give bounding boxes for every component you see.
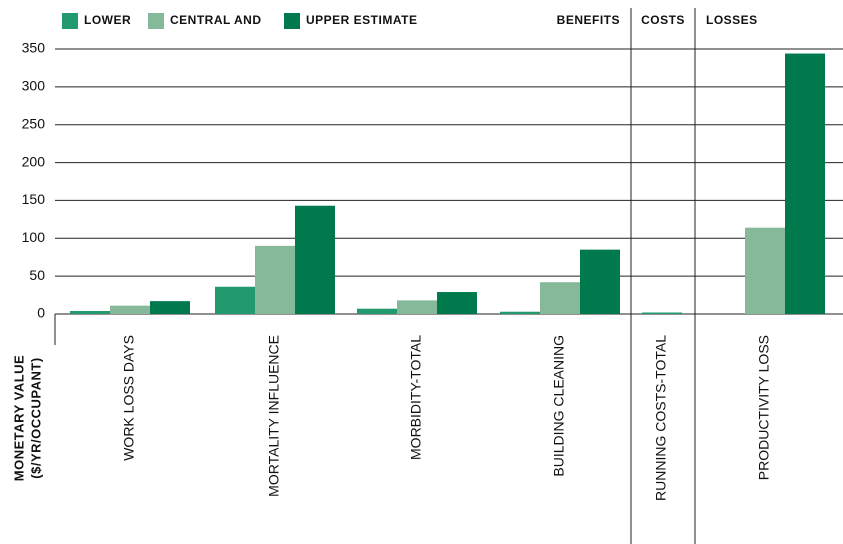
y-tick-label: 50 — [29, 267, 45, 283]
section-label: COSTS — [641, 13, 685, 27]
bar — [785, 53, 825, 315]
section-label: BENEFITS — [557, 13, 620, 27]
bar — [397, 300, 437, 314]
legend-swatch — [62, 13, 78, 29]
bar — [642, 312, 682, 314]
y-axis-title: ($/YR/OCCUPANT) — [28, 357, 43, 478]
legend-swatch — [148, 13, 164, 29]
bar — [580, 249, 620, 314]
legend-label: UPPER ESTIMATE — [306, 13, 417, 27]
y-tick-label: 200 — [22, 153, 46, 169]
x-tick-label: RUNNING COSTS-TOTAL — [653, 335, 669, 501]
bar — [357, 308, 397, 314]
x-tick-label: WORK LOSS DAYS — [121, 335, 137, 461]
bar — [295, 205, 335, 314]
bar — [540, 282, 580, 314]
bar — [110, 305, 150, 314]
y-tick-label: 350 — [22, 40, 46, 56]
bar — [150, 301, 190, 314]
x-tick-label: MORBIDITY-TOTAL — [408, 335, 424, 460]
legend-swatch — [284, 13, 300, 29]
section-label: LOSSES — [706, 13, 758, 27]
bar — [255, 245, 295, 314]
bar — [745, 227, 785, 314]
y-tick-label: 100 — [22, 229, 46, 245]
y-tick-label: 300 — [22, 78, 46, 94]
bar — [437, 292, 477, 314]
legend-label: LOWER — [84, 13, 131, 27]
x-tick-label: PRODUCTIVITY LOSS — [756, 335, 772, 480]
y-tick-label: 0 — [37, 305, 45, 321]
y-tick-label: 250 — [22, 115, 46, 131]
legend-label: CENTRAL AND — [170, 13, 262, 27]
y-axis-title: MONETARY VALUE — [11, 355, 26, 481]
bar — [215, 286, 255, 314]
y-tick-label: 150 — [22, 191, 46, 207]
x-tick-label: BUILDING CLEANING — [551, 335, 567, 477]
bar — [500, 311, 540, 314]
x-tick-label: MORTALITY INFLUENCE — [266, 335, 282, 497]
bar — [70, 310, 110, 314]
